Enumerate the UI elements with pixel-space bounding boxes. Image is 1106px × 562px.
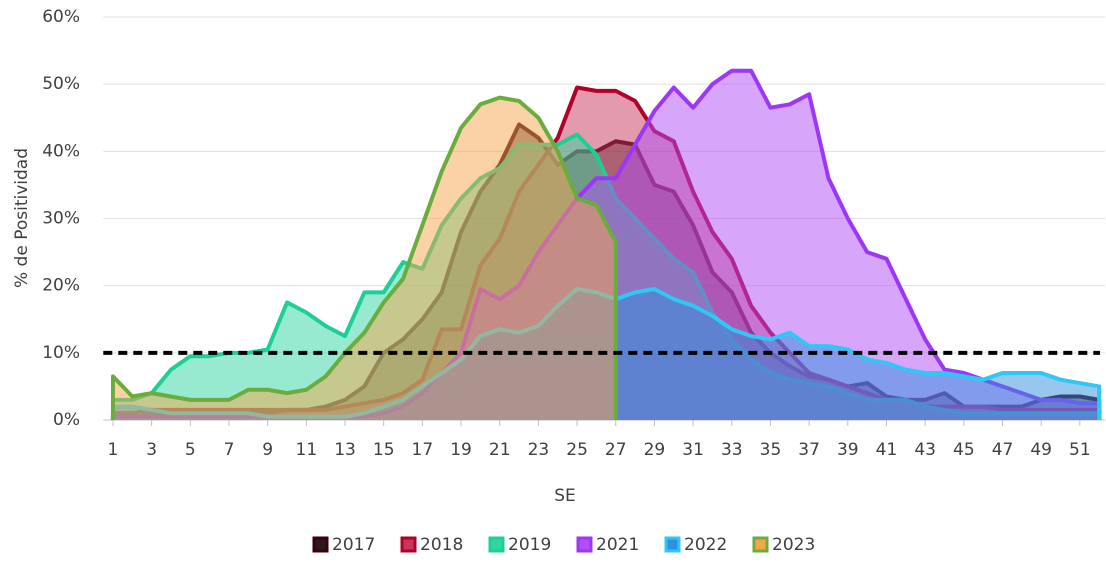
y-tick-label: 0%: [53, 410, 80, 430]
legend-label: 2023: [772, 535, 815, 555]
area-fill: [112, 97, 616, 420]
x-axis-label: SE: [554, 486, 576, 506]
x-tick-label: 7: [224, 440, 235, 460]
x-tick-label: 39: [837, 440, 859, 460]
x-tick-label: 45: [953, 440, 975, 460]
x-tick-label: 25: [566, 440, 588, 460]
y-tick-label: 20%: [42, 276, 80, 296]
legend-swatch: [752, 536, 769, 553]
y-axis-label: % de Positividad: [12, 148, 32, 288]
legend-label: 2022: [684, 535, 727, 555]
x-tick-label: 27: [605, 440, 627, 460]
x-tick-label: 31: [682, 440, 704, 460]
x-tick-label: 15: [373, 440, 395, 460]
legend-swatch: [488, 536, 505, 553]
legend-swatch: [664, 536, 681, 553]
legend-swatch: [576, 536, 593, 553]
x-tick-label: 49: [1030, 440, 1052, 460]
x-tick-label: 41: [876, 440, 898, 460]
legend-label: 2017: [332, 535, 375, 555]
x-tick-label: 17: [412, 440, 434, 460]
x-tick-label: 19: [450, 440, 472, 460]
x-tick-label: 33: [721, 440, 743, 460]
x-tick-label: 23: [528, 440, 550, 460]
x-tick-label: 5: [185, 440, 196, 460]
y-tick-label: 30%: [42, 209, 80, 229]
legend-label: 2019: [508, 535, 551, 555]
legend-swatch: [400, 536, 417, 553]
y-tick-label: 60%: [42, 7, 80, 27]
series-line: [110, 95, 618, 420]
legend-label: 2021: [596, 535, 639, 555]
y-tick-label: 40%: [42, 141, 80, 161]
x-tick-label: 37: [798, 440, 820, 460]
legend-label: 2018: [420, 535, 463, 555]
x-tick-label: 47: [992, 440, 1014, 460]
legend-swatch: [312, 536, 329, 553]
x-tick-label: 35: [760, 440, 782, 460]
x-tick-label: 1: [108, 440, 119, 460]
x-tick-label: 3: [146, 440, 157, 460]
x-tick-label: 29: [644, 440, 666, 460]
x-tick-label: 43: [914, 440, 936, 460]
x-tick-label: 21: [489, 440, 511, 460]
y-tick-label: 10%: [42, 343, 80, 363]
x-tick-label: 9: [262, 440, 273, 460]
x-tick-label: 13: [334, 440, 356, 460]
y-tick-label: 50%: [42, 74, 80, 94]
x-tick-label: 11: [296, 440, 318, 460]
x-tick-label: 51: [1069, 440, 1091, 460]
